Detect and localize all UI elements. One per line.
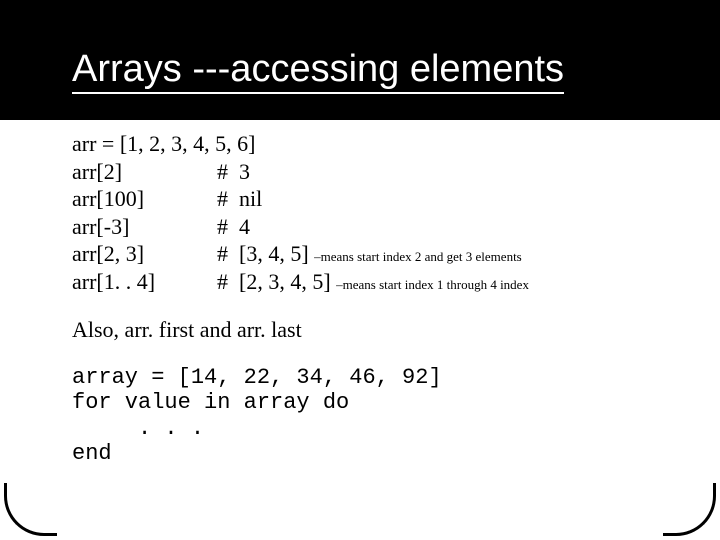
code-text: arr = [1, 2, 3, 4, 5, 6] xyxy=(72,130,255,158)
code-line: end xyxy=(72,441,112,466)
slide-title: Arrays ---accessing elements xyxy=(72,50,564,94)
code-line: array = [14, 22, 34, 46, 92] xyxy=(72,365,442,390)
code-line: for value in array do xyxy=(72,390,349,415)
code-result: # [2, 3, 4, 5] –means start index 1 thro… xyxy=(217,268,529,296)
array-access-examples: arr = [1, 2, 3, 4, 5, 6] arr[2] # 3 arr[… xyxy=(72,130,680,295)
code-annotation: –means start index 1 through 4 index xyxy=(336,277,529,292)
code-line: arr[1. . 4] # [2, 3, 4, 5] –means start … xyxy=(72,268,680,296)
code-line: arr[2] # 3 xyxy=(72,158,680,186)
code-line: arr[2, 3] # [3, 4, 5] –means start index… xyxy=(72,240,680,268)
code-expr: arr[100] xyxy=(72,185,217,213)
code-expr: arr[1. . 4] xyxy=(72,268,217,296)
code-result: # 4 xyxy=(217,213,250,241)
code-line: arr[-3] # 4 xyxy=(72,213,680,241)
code-line: arr[100] # nil xyxy=(72,185,680,213)
title-bar: Arrays ---accessing elements xyxy=(0,0,720,120)
code-result: # 3 xyxy=(217,158,250,186)
code-line: . . . xyxy=(72,416,204,441)
result-text: # [2, 3, 4, 5] xyxy=(217,269,336,294)
code-expr: arr[2, 3] xyxy=(72,240,217,268)
slide: Arrays ---accessing elements arr = [1, 2… xyxy=(0,0,720,540)
code-annotation: –means start index 2 and get 3 elements xyxy=(314,249,522,264)
code-expr: arr[2] xyxy=(72,158,217,186)
code-result: # nil xyxy=(217,185,262,213)
slide-body: arr = [1, 2, 3, 4, 5, 6] arr[2] # 3 arr[… xyxy=(72,130,680,466)
corner-decoration-bl xyxy=(4,483,57,536)
for-loop-example: array = [14, 22, 34, 46, 92] for value i… xyxy=(72,365,680,466)
also-text: Also, arr. first and arr. last xyxy=(72,317,680,343)
code-line-arr-def: arr = [1, 2, 3, 4, 5, 6] xyxy=(72,130,680,158)
code-result: # [3, 4, 5] –means start index 2 and get… xyxy=(217,240,522,268)
result-text: # [3, 4, 5] xyxy=(217,241,314,266)
code-expr: arr[-3] xyxy=(72,213,217,241)
corner-decoration-br xyxy=(663,483,716,536)
